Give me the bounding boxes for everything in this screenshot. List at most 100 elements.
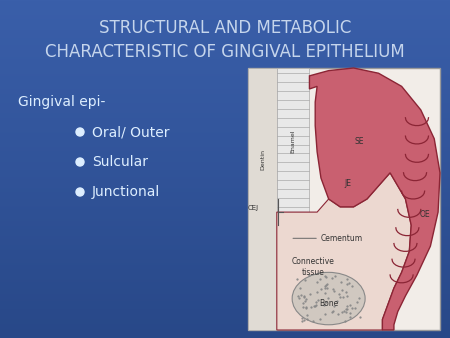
Bar: [0, 209, 450, 210]
Bar: [0, 252, 450, 253]
Bar: [0, 163, 450, 164]
Bar: [0, 22, 450, 23]
Bar: [0, 86, 450, 87]
Bar: [0, 323, 450, 324]
Bar: [0, 105, 450, 106]
Bar: [0, 99, 450, 100]
Bar: [0, 148, 450, 149]
Bar: [0, 210, 450, 211]
Polygon shape: [277, 68, 310, 212]
Bar: [0, 96, 450, 97]
Bar: [0, 180, 450, 181]
Bar: [0, 13, 450, 14]
Bar: [0, 137, 450, 138]
Bar: [0, 32, 450, 33]
Bar: [0, 295, 450, 296]
Bar: [0, 29, 450, 30]
Bar: [0, 244, 450, 245]
Bar: [0, 47, 450, 48]
Bar: [0, 322, 450, 323]
Bar: [0, 213, 450, 214]
Bar: [0, 175, 450, 176]
Bar: [0, 337, 450, 338]
Bar: [0, 268, 450, 269]
Bar: [0, 123, 450, 124]
Bar: [0, 5, 450, 6]
Bar: [0, 69, 450, 70]
Bar: [0, 119, 450, 120]
Bar: [0, 21, 450, 22]
Bar: [0, 214, 450, 215]
Bar: [0, 308, 450, 309]
Bar: [0, 97, 450, 98]
Bar: [0, 160, 450, 161]
Bar: [0, 179, 450, 180]
Bar: [0, 324, 450, 325]
Bar: [0, 44, 450, 45]
Bar: [0, 152, 450, 153]
Bar: [0, 41, 450, 42]
Bar: [0, 177, 450, 178]
Bar: [0, 219, 450, 220]
Bar: [0, 51, 450, 52]
Bar: [0, 281, 450, 282]
Bar: [0, 283, 450, 284]
Bar: [0, 10, 450, 11]
Bar: [0, 114, 450, 115]
Text: JE: JE: [344, 179, 351, 188]
Bar: [0, 57, 450, 58]
Bar: [0, 17, 450, 18]
Bar: [0, 110, 450, 111]
Text: Connective
tissue: Connective tissue: [292, 258, 335, 277]
Text: OE: OE: [419, 210, 430, 219]
Bar: [0, 74, 450, 75]
Bar: [0, 256, 450, 257]
Bar: [0, 11, 450, 12]
Text: Junctional: Junctional: [92, 185, 160, 199]
Bar: [0, 331, 450, 332]
Bar: [0, 270, 450, 271]
Bar: [0, 267, 450, 268]
Bar: [0, 165, 450, 166]
Bar: [0, 291, 450, 292]
Text: STRUCTURAL AND METABOLIC: STRUCTURAL AND METABOLIC: [99, 19, 351, 37]
Text: Sulcular: Sulcular: [92, 155, 148, 169]
Bar: [0, 193, 450, 194]
Bar: [0, 236, 450, 237]
Bar: [0, 222, 450, 223]
Bar: [0, 149, 450, 150]
Bar: [0, 202, 450, 203]
Bar: [0, 23, 450, 24]
Bar: [0, 298, 450, 299]
Bar: [0, 60, 450, 61]
Bar: [0, 134, 450, 135]
Bar: [0, 328, 450, 329]
Bar: [0, 104, 450, 105]
Bar: [0, 282, 450, 283]
Bar: [0, 92, 450, 93]
Bar: [0, 297, 450, 298]
Bar: [0, 52, 450, 53]
Bar: [0, 189, 450, 190]
Bar: [0, 109, 450, 110]
Bar: [0, 335, 450, 336]
Bar: [0, 40, 450, 41]
Bar: [0, 101, 450, 102]
Bar: [0, 135, 450, 136]
Bar: [0, 316, 450, 317]
Bar: [0, 8, 450, 9]
Text: SE: SE: [355, 137, 364, 146]
Bar: [0, 286, 450, 287]
Bar: [0, 198, 450, 199]
Bar: [0, 59, 450, 60]
Bar: [0, 299, 450, 300]
Bar: [0, 237, 450, 238]
Bar: [0, 2, 450, 3]
Bar: [0, 217, 450, 218]
Bar: [0, 161, 450, 162]
Bar: [0, 0, 450, 1]
Bar: [0, 19, 450, 20]
Bar: [0, 89, 450, 90]
Bar: [0, 136, 450, 137]
Bar: [0, 70, 450, 71]
